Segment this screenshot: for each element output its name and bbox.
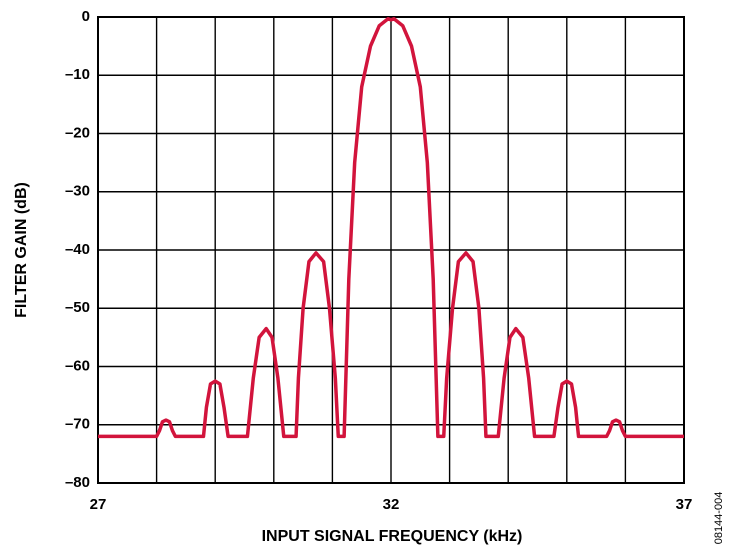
y-tick-label: –80	[65, 474, 90, 491]
y-tick-label: –30	[65, 183, 90, 200]
y-axis-label: FILTER GAIN (dB)	[13, 182, 30, 318]
x-tick-label: 37	[676, 496, 693, 513]
y-tick-label: –10	[65, 66, 90, 83]
x-tick-label: 27	[90, 496, 107, 513]
x-tick-label: 32	[383, 496, 400, 513]
x-axis-label: INPUT SIGNAL FREQUENCY (kHz)	[262, 528, 523, 545]
y-tick-label: 0	[82, 8, 90, 25]
y-tick-label: –50	[65, 299, 90, 316]
plot-frame	[97, 16, 685, 484]
y-tick-label: –70	[65, 416, 90, 433]
y-tick-label: –40	[65, 241, 90, 258]
annotation: 08144-004	[713, 492, 725, 545]
data-line	[98, 17, 684, 439]
y-tick-label: –20	[65, 124, 90, 141]
y-tick-label: –60	[65, 357, 90, 374]
